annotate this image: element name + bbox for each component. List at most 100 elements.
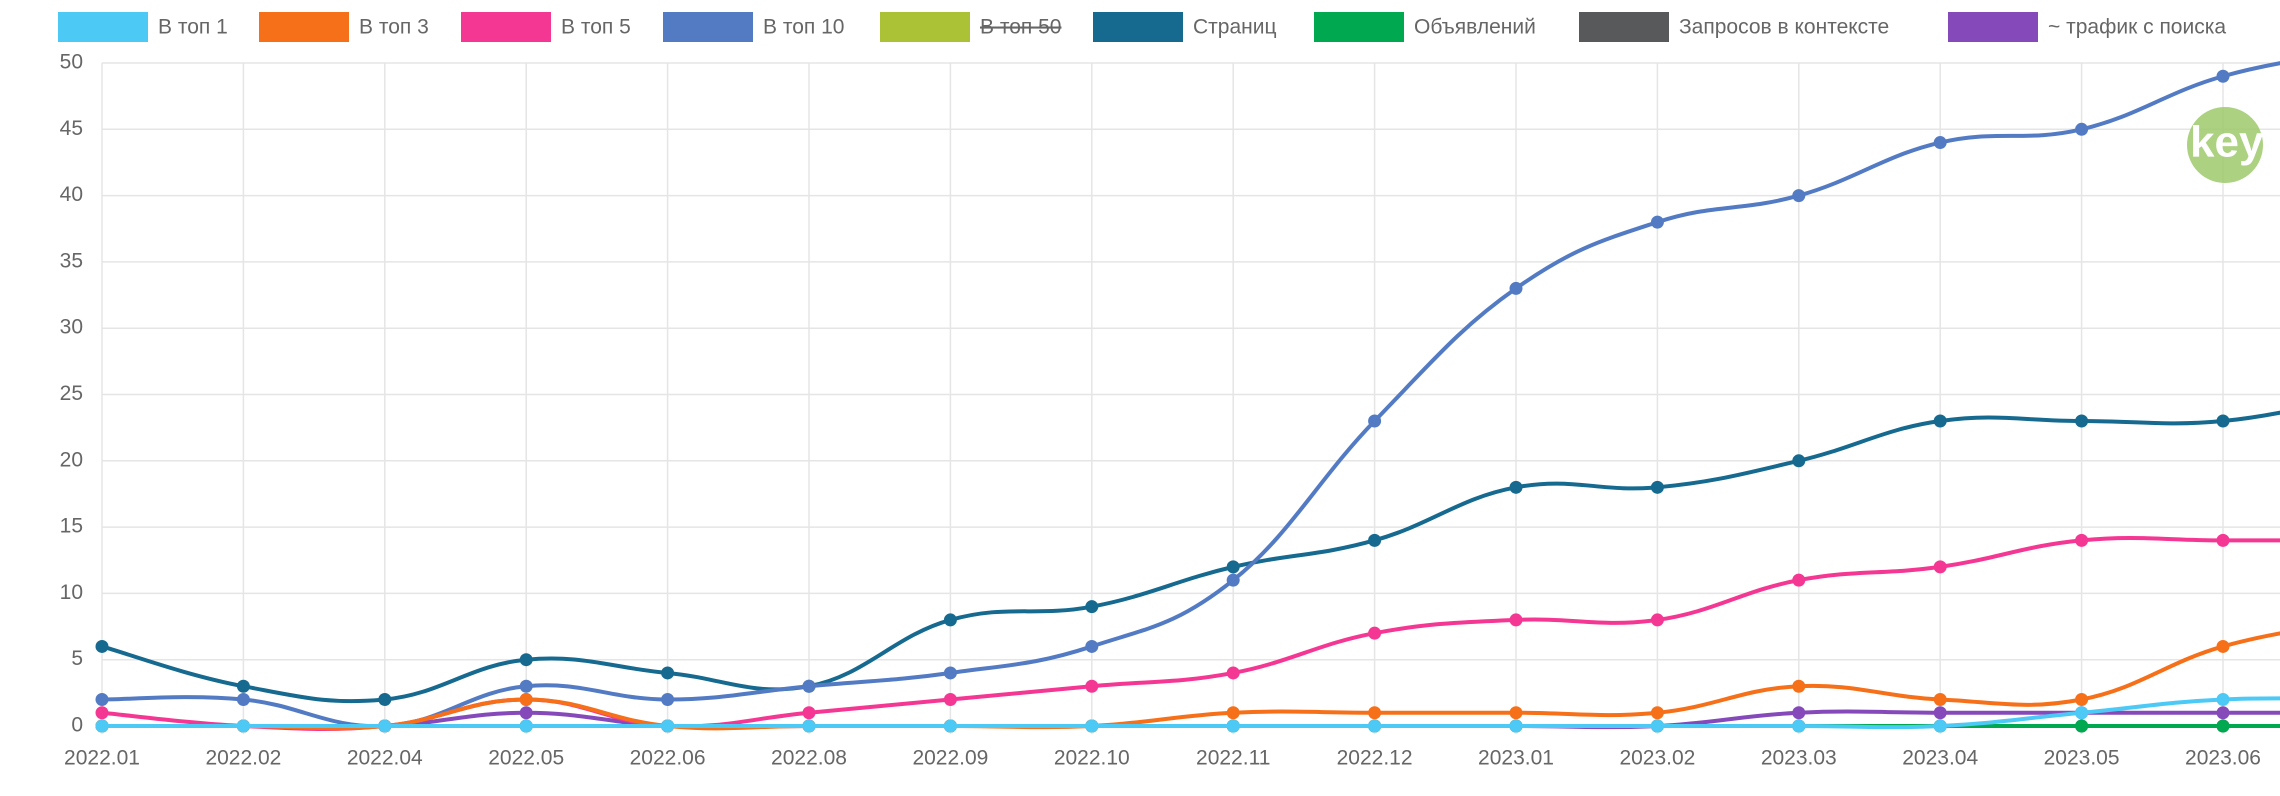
y-tick-label: 20 xyxy=(60,448,83,471)
point xyxy=(2216,533,2230,547)
point xyxy=(519,706,533,720)
point xyxy=(1792,679,1806,693)
x-tick-label: 2023.01 xyxy=(1478,747,1554,770)
point xyxy=(1792,454,1806,468)
point xyxy=(1650,719,1664,733)
point xyxy=(1509,281,1523,295)
point xyxy=(1509,706,1523,720)
x-tick-label: 2022.01 xyxy=(64,747,140,770)
point xyxy=(519,692,533,706)
point xyxy=(236,719,250,733)
plot: 0 5 10 15 20 25 30 35 40 45 50 2022.01 2022.02 2022.0… xyxy=(58,12,2280,770)
legend-swatch xyxy=(880,12,970,42)
logo-text: key xyxy=(2190,118,2264,167)
point xyxy=(2075,692,2089,706)
point xyxy=(1933,560,1947,574)
x-tick-label: 2023.03 xyxy=(1761,747,1837,770)
legend-swatch xyxy=(1948,12,2038,42)
legend-label: В топ 1 xyxy=(158,16,228,39)
point xyxy=(1650,613,1664,627)
point xyxy=(1085,600,1099,614)
point xyxy=(2216,69,2230,83)
legend-label: ~ трафик с поиска xyxy=(2048,16,2226,39)
legend-swatch xyxy=(259,12,349,42)
legend-label: Страниц xyxy=(1193,16,1277,39)
point xyxy=(1933,692,1947,706)
point xyxy=(95,719,109,733)
y-tick-label: 10 xyxy=(60,581,83,604)
y-tick-label: 45 xyxy=(60,117,83,140)
point xyxy=(95,706,109,720)
point xyxy=(1368,414,1382,428)
x-tick-label: 2022.08 xyxy=(771,747,847,770)
point xyxy=(2075,719,2089,733)
point xyxy=(661,666,675,680)
point xyxy=(378,692,392,706)
legend-label: В топ 10 xyxy=(763,16,844,39)
point xyxy=(2216,639,2230,653)
legend-label: В топ 3 xyxy=(359,16,429,39)
x-tick-label: 2022.12 xyxy=(1337,747,1413,770)
y-tick-label: 15 xyxy=(60,515,83,538)
point xyxy=(1085,639,1099,653)
point xyxy=(1650,215,1664,229)
point xyxy=(1226,560,1240,574)
point xyxy=(943,666,957,680)
x-tick-label: 2022.11 xyxy=(1196,747,1270,770)
point xyxy=(1509,480,1523,494)
point xyxy=(519,679,533,693)
point xyxy=(1933,414,1947,428)
x-tick-label: 2023.06 xyxy=(2185,747,2261,770)
point xyxy=(519,653,533,667)
point xyxy=(378,719,392,733)
x-tick-label: 2022.05 xyxy=(488,747,564,770)
line xyxy=(101,61,2280,729)
point xyxy=(1650,480,1664,494)
point xyxy=(1085,679,1099,693)
line xyxy=(101,410,2280,704)
series xyxy=(95,61,2280,733)
point xyxy=(1650,706,1664,720)
point xyxy=(1792,573,1806,587)
x-tick-label: 2022.02 xyxy=(205,747,281,770)
point xyxy=(1368,533,1382,547)
series xyxy=(95,533,2280,733)
point xyxy=(1509,719,1523,733)
point xyxy=(1792,719,1806,733)
point xyxy=(1792,706,1806,720)
point xyxy=(1933,719,1947,733)
point xyxy=(1368,626,1382,640)
x-tick-label: 2023.04 xyxy=(1902,747,1978,770)
point xyxy=(1226,573,1240,587)
point xyxy=(1792,189,1806,203)
point xyxy=(95,639,109,653)
point xyxy=(1226,666,1240,680)
legend-swatch xyxy=(461,12,551,42)
legend-label: Объявлений xyxy=(1414,16,1536,39)
point xyxy=(2075,533,2089,547)
legend-label: В топ 5 xyxy=(561,16,631,39)
point xyxy=(95,692,109,706)
legend-label: В топ 50 xyxy=(980,16,1061,39)
y-tick-label: 40 xyxy=(60,183,83,206)
point xyxy=(943,613,957,627)
y-tick-label: 0 xyxy=(71,714,83,737)
series xyxy=(95,410,2280,706)
y-tick-label: 25 xyxy=(60,382,83,405)
point xyxy=(1933,706,1947,720)
x-tick-label: 2022.09 xyxy=(912,747,988,770)
point xyxy=(236,679,250,693)
point xyxy=(1226,706,1240,720)
point xyxy=(1368,706,1382,720)
legend-swatch xyxy=(58,12,148,42)
point xyxy=(1509,613,1523,627)
point xyxy=(1933,136,1947,150)
point xyxy=(2216,414,2230,428)
series xyxy=(95,692,2280,733)
point xyxy=(943,692,957,706)
point xyxy=(519,719,533,733)
legend-swatch xyxy=(663,12,753,42)
point xyxy=(2216,692,2230,706)
legend-swatch xyxy=(1579,12,1669,42)
